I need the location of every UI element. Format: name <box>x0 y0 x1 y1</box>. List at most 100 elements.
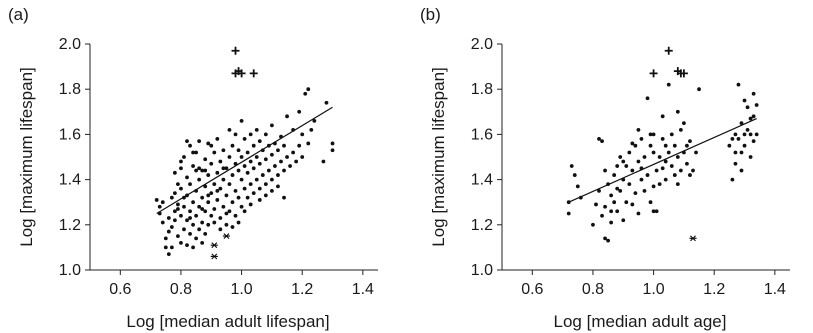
data-point <box>236 220 241 225</box>
data-point <box>230 173 235 177</box>
data-point <box>191 164 195 168</box>
data-point <box>230 143 235 148</box>
data-point <box>182 155 186 159</box>
data-point <box>730 137 735 141</box>
data-point <box>260 173 265 177</box>
data-point <box>188 143 192 148</box>
data-point <box>203 168 208 173</box>
data-point <box>206 141 211 146</box>
data-point <box>282 143 286 148</box>
data-point <box>212 207 217 211</box>
data-point-asterisk <box>210 242 218 249</box>
data-point <box>636 159 641 164</box>
data-point <box>248 159 253 164</box>
data-point <box>257 139 262 144</box>
y-axis-label: Log [maximum lifespan] <box>17 67 36 247</box>
data-point <box>212 182 217 187</box>
data-point <box>230 225 235 229</box>
data-point <box>236 195 241 200</box>
data-point <box>300 155 305 159</box>
data-point <box>185 175 189 180</box>
data-point <box>163 245 168 250</box>
data-point <box>221 166 226 171</box>
data-point <box>624 164 629 168</box>
data-point <box>185 139 189 144</box>
data-point <box>276 173 280 177</box>
data-point <box>660 114 665 119</box>
data-point <box>212 220 217 225</box>
data-point <box>685 161 689 166</box>
data-point <box>182 195 186 200</box>
data-point <box>157 211 162 216</box>
data-point <box>254 155 259 159</box>
data-point <box>215 170 220 175</box>
data-point <box>681 121 686 125</box>
data-point <box>594 202 598 207</box>
x-tick-label: 0.8 <box>582 281 604 298</box>
data-point <box>685 143 689 148</box>
data-point <box>591 222 595 227</box>
data-point <box>172 170 177 175</box>
data-point <box>288 164 292 168</box>
data-point <box>257 198 262 202</box>
data-point <box>324 100 329 105</box>
data-point <box>251 166 256 171</box>
x-tick-label: 1.0 <box>642 281 664 298</box>
data-point <box>657 155 662 159</box>
data-point <box>654 168 659 173</box>
data-point <box>266 143 271 148</box>
data-point <box>233 161 238 166</box>
data-point-plus <box>237 69 246 78</box>
data-point <box>245 150 250 155</box>
data-point <box>224 166 229 171</box>
x-tick-label: 0.8 <box>170 281 192 298</box>
data-point <box>248 182 253 187</box>
data-point <box>675 155 680 159</box>
data-point-plus <box>664 46 673 55</box>
data-point <box>163 236 168 241</box>
data-point <box>639 177 644 182</box>
data-point <box>306 87 311 92</box>
y-tick-label: 1.6 <box>471 126 493 143</box>
data-point <box>206 173 211 177</box>
data-point <box>197 204 202 209</box>
data-point <box>742 132 747 137</box>
data-point <box>688 173 692 177</box>
data-point <box>279 159 283 164</box>
data-point-plus <box>249 69 258 78</box>
data-point <box>176 207 180 211</box>
data-point <box>603 204 607 209</box>
y-tick-label: 1.2 <box>59 217 81 234</box>
data-point <box>273 164 277 168</box>
data-point <box>191 222 195 227</box>
data-point <box>615 186 620 191</box>
data-point <box>627 150 632 155</box>
data-point <box>209 191 214 196</box>
data-point <box>733 132 738 137</box>
data-point <box>236 148 241 153</box>
data-point <box>254 177 259 182</box>
data-point <box>654 209 659 214</box>
data-point <box>282 195 286 200</box>
data-point <box>182 227 186 232</box>
data-point <box>642 189 647 193</box>
data-point <box>203 157 208 162</box>
data-point <box>172 209 177 214</box>
data-point <box>660 166 665 171</box>
data-point <box>263 132 268 137</box>
data-point <box>179 166 183 171</box>
data-point <box>269 189 274 193</box>
data-point <box>254 127 259 132</box>
data-point <box>215 189 220 193</box>
data-point <box>236 168 241 173</box>
data-point <box>224 222 229 227</box>
data-point <box>257 161 262 166</box>
data-point <box>636 127 641 132</box>
data-point <box>303 91 308 96</box>
data-point <box>239 177 244 182</box>
data-point <box>669 132 674 137</box>
x-tick-label: 1.2 <box>291 281 313 298</box>
data-point <box>745 105 750 110</box>
data-point <box>645 96 650 101</box>
data-point <box>194 189 199 193</box>
